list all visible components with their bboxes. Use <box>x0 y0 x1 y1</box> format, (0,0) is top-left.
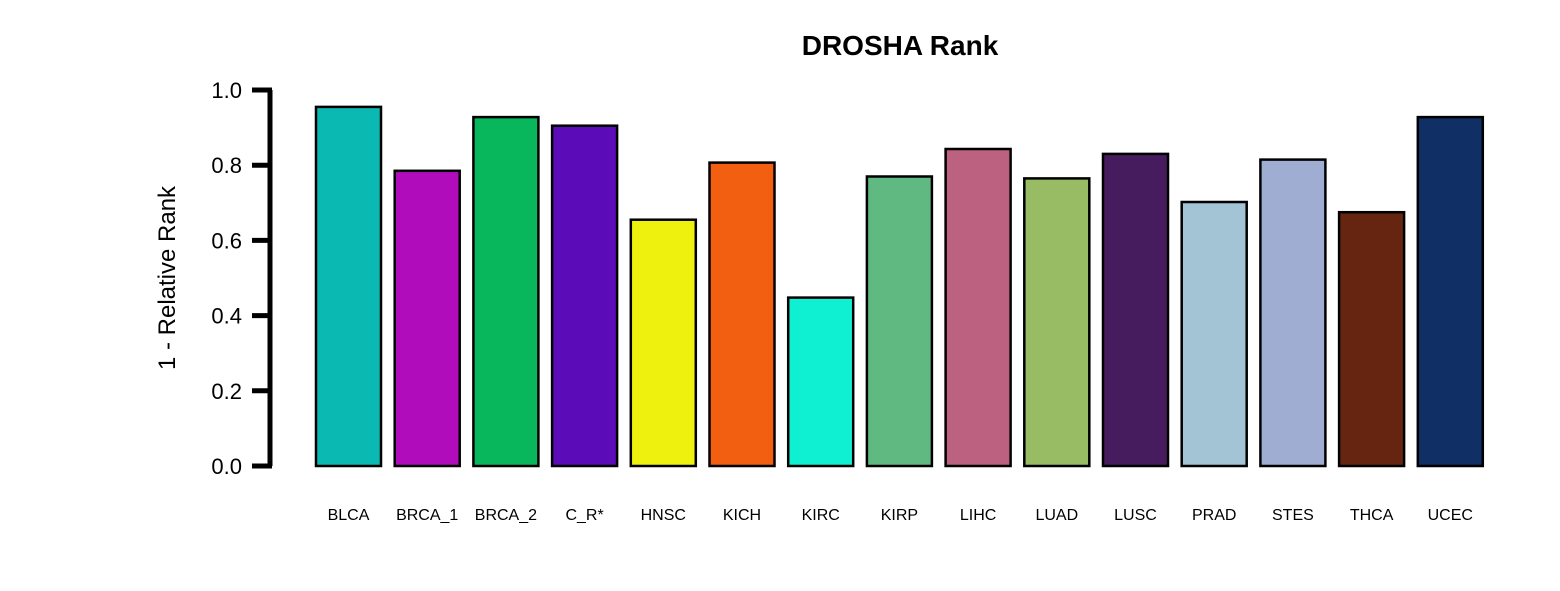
x-tick-label: BRCA_2 <box>475 507 537 524</box>
x-tick-label: THCA <box>1350 507 1394 524</box>
x-tick-label: UCEC <box>1428 507 1473 524</box>
x-tick-label: STES <box>1272 507 1314 524</box>
x-tick-label: LIHC <box>960 507 996 524</box>
x-tick-label: KIRC <box>802 507 840 524</box>
bar-brca-1 <box>393 169 461 468</box>
bar-kirc <box>786 296 855 468</box>
x-tick-label: KIRP <box>881 507 918 524</box>
x-tick-label: LUSC <box>1114 507 1157 524</box>
x-tick-label: C_R* <box>565 507 603 524</box>
bars <box>314 105 1485 468</box>
x-tick-label: HNSC <box>641 507 686 524</box>
bar-brca-2 <box>472 115 540 468</box>
x-tick-label: KICH <box>723 507 761 524</box>
chart-title: DROSHA Rank <box>802 30 999 61</box>
bar-kirp <box>865 175 934 468</box>
y-axis: 0.0 0.2 0.4 0.6 0.8 1.0 <box>211 78 273 479</box>
bar-c-r <box>550 124 619 468</box>
bar-thca <box>1337 210 1406 468</box>
y-tick-label: 1.0 <box>211 78 242 103</box>
bar-lusc <box>1101 152 1170 468</box>
bar-ucec <box>1416 115 1485 468</box>
x-tick-label: PRAD <box>1192 507 1236 524</box>
bar-kich <box>708 161 776 468</box>
x-tick-label: LUAD <box>1035 507 1078 524</box>
y-axis-label: 1 - Relative Rank <box>154 185 181 370</box>
y-tick-label: 0.6 <box>211 228 242 253</box>
bar-hnsc <box>629 218 698 468</box>
y-tick-label: 0.0 <box>211 454 242 479</box>
bar-lihc <box>944 147 1012 468</box>
y-tick-label: 0.8 <box>211 153 242 178</box>
y-tick-label: 0.4 <box>211 304 242 329</box>
bar-luad <box>1023 177 1091 468</box>
y-tick-label: 0.2 <box>211 379 242 404</box>
x-tick-labels: BLCA BRCA_1 BRCA_2 C_R* HNSC KICH KIRC KIRP LIHC… <box>328 507 1473 524</box>
bar-stes <box>1259 158 1327 468</box>
x-tick-label: BLCA <box>328 507 370 524</box>
x-tick-label: BRCA_1 <box>396 507 458 524</box>
bar-blca <box>314 105 383 468</box>
bar-prad <box>1180 200 1248 468</box>
